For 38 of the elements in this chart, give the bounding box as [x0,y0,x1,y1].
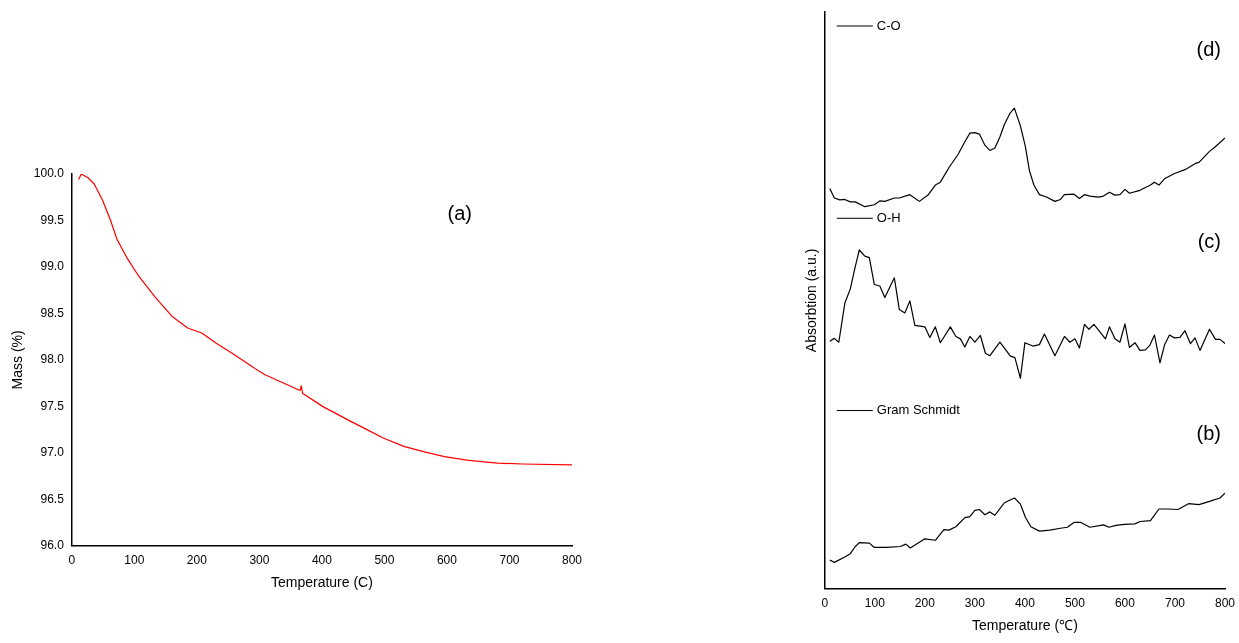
x-axis-title: Temperature (C) [270,574,373,591]
y-tick-label: 96.5 [40,491,65,506]
y-tick-label: 97.0 [40,445,65,460]
annotation: (a) [447,201,472,224]
legend-label: C-O [876,17,901,33]
y-axis-title: Mass (%) [9,330,26,390]
x-tick-label: 200 [914,596,936,611]
x-tick-label: 400 [311,553,333,568]
x-tick-label: 0 [68,553,76,568]
y-tick-label: 99.0 [40,259,65,274]
x-tick-label: 500 [1064,596,1086,611]
text: (d) [1196,37,1221,60]
legend-label: O-H [876,209,901,225]
x-tick-label: 700 [1164,596,1186,611]
x-tick-label: 800 [561,553,583,568]
y-tick-label: 96.0 [40,538,65,553]
y-tick-label: 100.0 [33,166,65,181]
x-tick-label: 700 [499,553,520,568]
y-tick-label: 99.5 [40,212,65,227]
annotation: (b) [1196,422,1221,445]
x-tick-label: 400 [1014,596,1036,611]
x-tick-label: 600 [1114,596,1136,611]
x-tick-label: 100 [864,596,886,611]
y-axis-title: Absorbtion (a.u.) [803,248,820,353]
y-tick-label: 98.5 [40,305,65,320]
annotation: (c) [1197,229,1221,252]
x-tick-label: 500 [374,553,395,568]
x-axis-title: Temperature (℃) [971,617,1078,634]
x-tick-label: 800 [1214,596,1236,611]
y-tick-label: 98.0 [40,352,65,367]
x-tick-label: 600 [436,553,458,568]
y-tick-label: 97.5 [40,398,65,413]
x-tick-label: 0 [821,596,829,611]
x-tick-label: 200 [186,553,208,568]
x-tick-label: 100 [124,553,145,568]
legend-label: Gram Schmidt [876,402,961,418]
x-tick-label: 300 [249,553,270,568]
x-tick-label: 300 [964,596,986,611]
